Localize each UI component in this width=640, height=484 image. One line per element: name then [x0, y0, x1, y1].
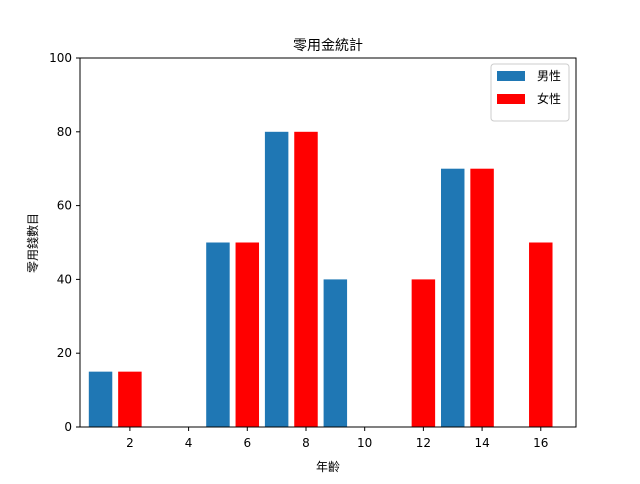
bar-series1-x5	[206, 242, 230, 427]
ticks-layer: 2 4 6 8 10 12 14 16 0 20 40 60 80 100	[49, 51, 548, 450]
x-tick-label-6: 6	[243, 436, 251, 450]
x-tick-label-16: 16	[533, 436, 548, 450]
y-tick-label-0: 0	[64, 420, 72, 434]
legend-label-2: 女性	[537, 91, 561, 106]
y-tick-label-80: 80	[57, 125, 72, 139]
x-tick-label-10: 10	[357, 436, 372, 450]
bar-series1-x9	[323, 279, 348, 427]
y-tick-label-100: 100	[49, 51, 72, 65]
x-tick-label-14: 14	[474, 436, 489, 450]
bar-series1-x1	[88, 371, 113, 427]
bar-series1-x13	[440, 168, 465, 427]
bar-series2-x8	[294, 131, 318, 428]
y-tick-label-40: 40	[57, 272, 72, 286]
x-tick-label-4: 4	[185, 436, 193, 450]
bar-series2-x16	[529, 242, 553, 427]
bar-series2-x6	[235, 242, 260, 427]
x-axis-label: 年齡	[316, 460, 340, 474]
legend-swatch-1	[497, 71, 525, 81]
legend-label-1: 男性	[537, 69, 561, 83]
bar-series2-x12	[411, 279, 436, 427]
bars-layer	[88, 131, 553, 428]
bar-series2-x14	[470, 168, 494, 427]
y-tick-label-60: 60	[57, 199, 72, 213]
x-tick-label-8: 8	[302, 436, 310, 450]
x-tick-label-12: 12	[416, 436, 431, 450]
legend-swatch-2	[497, 94, 525, 104]
y-axis-label: 零用錢數目	[25, 213, 40, 273]
plot-frame	[79, 57, 577, 428]
x-tick-label-2: 2	[126, 436, 134, 450]
bar-series2-x2	[118, 371, 142, 427]
y-tick-label-20: 20	[57, 346, 72, 360]
chart-title: 零用金統計	[293, 38, 363, 54]
bar-series1-x7	[264, 131, 289, 428]
